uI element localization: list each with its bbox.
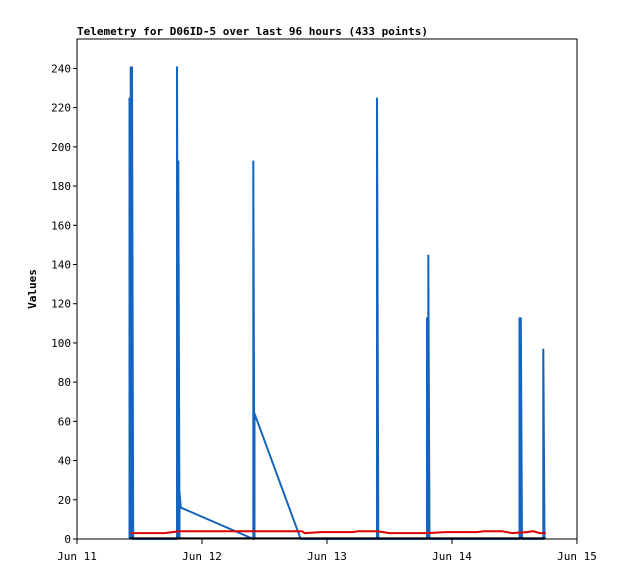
y-tick-label: 120 <box>51 298 71 311</box>
y-tick-label: 140 <box>51 258 71 271</box>
y-tick-label: 0 <box>64 533 71 546</box>
plot-area <box>76 38 578 540</box>
y-tick-label: 40 <box>58 455 71 468</box>
y-tick-label: 60 <box>58 415 71 428</box>
x-axis: Jun 11 Jun 12 Jun 13 Jun 14 Jun 15 <box>57 539 597 563</box>
y-tick-label: 100 <box>51 337 71 350</box>
y-tick-label: 240 <box>51 62 71 75</box>
series-layer <box>128 66 546 541</box>
y-tick-label: 160 <box>51 219 71 232</box>
series-line-1 <box>128 66 546 541</box>
y-tick-label: 200 <box>51 141 71 154</box>
x-tick-label: Jun 11 <box>57 550 97 563</box>
chart-title: Telemetry for D06ID-5 over last 96 hours… <box>77 25 428 38</box>
series-line-2 <box>130 530 546 535</box>
y-axis: 0 20 40 60 80 100 120 140 160 180 200 220 240 <box>51 62 77 546</box>
x-tick-label: Jun 13 <box>307 550 347 563</box>
y-tick-label: 80 <box>58 376 71 389</box>
x-tick-label: Jun 14 <box>432 550 472 563</box>
y-tick-label: 180 <box>51 180 71 193</box>
y-tick-label: 220 <box>51 102 71 115</box>
y-axis-label: Values <box>26 269 39 309</box>
y-tick-label: 20 <box>58 494 71 507</box>
x-tick-label: Jun 12 <box>182 550 222 563</box>
x-tick-label: Jun 15 <box>557 550 597 563</box>
